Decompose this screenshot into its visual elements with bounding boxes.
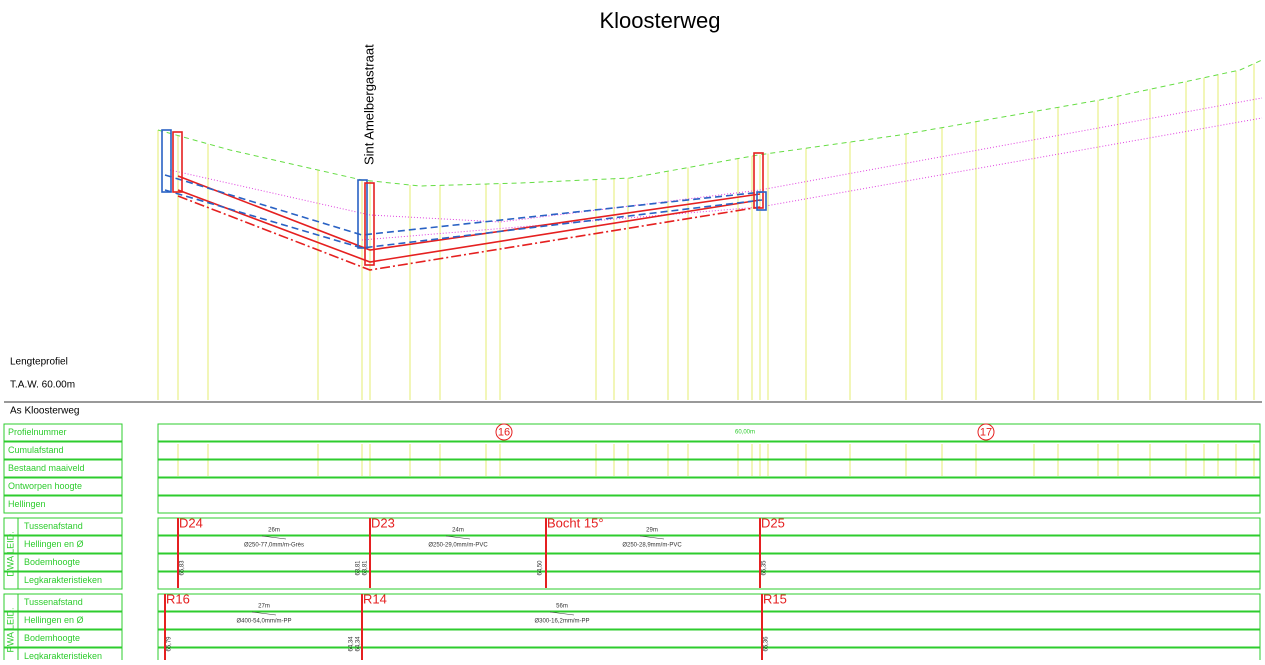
terrain (158, 60, 1262, 186)
row-box (158, 554, 1260, 571)
row-label: Hellingen (8, 499, 46, 509)
node-label: R16 (166, 591, 190, 606)
bottom-level: 63,81 (356, 560, 362, 576)
row-box (158, 496, 1260, 513)
pipe: Ø300-16,2mm/m-PP (534, 619, 589, 625)
station-lines (158, 64, 1254, 476)
reference-level: T.A.W. 60.00m (10, 380, 75, 391)
bottom-level: 65,36 (764, 636, 770, 652)
profile-label: Lengteprofiel (10, 357, 68, 368)
axis-label: As Kloosterweg (10, 406, 79, 417)
row-box (158, 572, 1260, 589)
bottom-level: 64,34 (356, 636, 362, 652)
row-label: Cumulafstand (8, 445, 64, 455)
row-label: Legkarakteristieken (24, 651, 102, 660)
drawing: Kloosterweg Sint Amelbergastraat Lengtep… (0, 0, 1265, 660)
bottom-level: 65,83 (180, 560, 186, 576)
row-box (158, 424, 1260, 441)
node-label: D23 (371, 515, 395, 530)
pipe: Ø250-29,0mm/m-PVC (428, 543, 488, 549)
pipe: Ø250-28,9mm/m-PVC (622, 543, 682, 549)
row-label: Profielnummer (8, 427, 67, 437)
row-label: Ontworpen hoogte (8, 481, 82, 491)
node-label: D25 (761, 515, 785, 530)
page: Kloosterweg Sint Amelbergastraat Lengtep… (0, 0, 1265, 660)
row-box (158, 536, 1260, 553)
distance: 27m (258, 604, 270, 610)
row-label: Bodemhoogte (24, 633, 80, 643)
row-label: Legkarakteristieken (24, 575, 102, 585)
row-box (158, 478, 1260, 495)
title: Kloosterweg (599, 8, 720, 33)
row-box (158, 630, 1260, 647)
node-label: Bocht 15° (547, 515, 604, 530)
pipe: Ø250-77,0mm/m-Grès (244, 543, 304, 549)
distance: 26m (268, 528, 280, 534)
distance: 29m (646, 528, 658, 534)
node-label: D24 (179, 515, 203, 530)
node-label: R15 (763, 591, 787, 606)
row-label: Bodemhoogte (24, 557, 80, 567)
row-label: Hellingen en Ø (24, 615, 84, 625)
row-box (158, 460, 1260, 477)
distance: 24m (452, 528, 464, 534)
row-box (158, 594, 1260, 611)
profile-number: 16 (498, 426, 510, 438)
design-line (362, 118, 1262, 240)
row-label: Tussenafstand (24, 521, 83, 531)
street-label: Sint Amelbergastraat (361, 44, 376, 165)
node-label: R14 (363, 591, 387, 606)
row-box (158, 612, 1260, 629)
bottom-level: 65,79 (167, 636, 173, 652)
row-box (158, 518, 1260, 535)
bottom-level: 64,50 (538, 560, 544, 576)
row-label: Hellingen en Ø (24, 539, 84, 549)
distance: 56m (556, 604, 568, 610)
manhole (162, 130, 171, 192)
profile-spacing: 60,00m (735, 430, 755, 436)
row-label: Tussenafstand (24, 597, 83, 607)
bottom-level: 63,81 (363, 560, 369, 576)
row-box (158, 442, 1260, 459)
row-box (158, 648, 1260, 660)
dwa-pipe (178, 176, 760, 250)
bottom-level: 64,34 (349, 636, 355, 652)
profile-number: 17 (980, 426, 992, 438)
bottom-level: 65,35 (762, 560, 768, 576)
pipe: Ø400-54,0mm/m-PP (236, 619, 291, 625)
row-label: Bestaand maaiveld (8, 463, 85, 473)
